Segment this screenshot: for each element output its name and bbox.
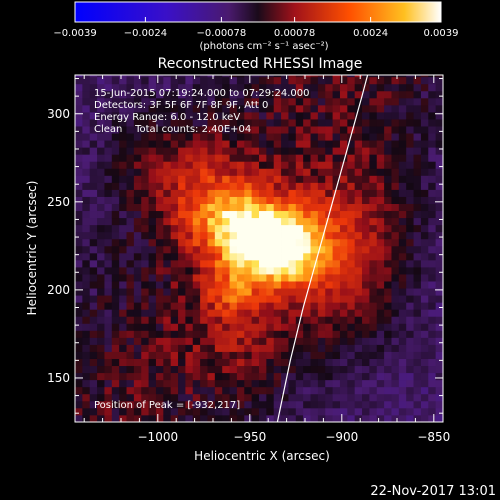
y-tick-label: 150 [47,371,70,385]
peak-position-label: Position of Peak = [-932,217] [94,400,240,411]
y-tick-label: 300 [47,107,70,121]
colorbar-unit-label: (photons cm⁻² s⁻¹ asec⁻²) [199,41,328,52]
colorbar-tick-label: −0.00078 [197,28,247,39]
chart-title: Reconstructed RHESSI Image [158,56,363,72]
footer-timestamp: 22-Nov-2017 13:01 [370,484,496,499]
colorbar-tick-label: 0.0024 [353,28,388,39]
y-tick-label: 250 [47,195,70,209]
colorbar-ticks: −0.0039 −0.0024 −0.00078 0.00078 0.0024 0.003… [53,17,459,39]
annotation-clean-counts: Clean Total counts: 2.40E+04 [94,124,251,135]
annotation-time-range: 15-Jun-2015 07:19:24.000 to 07:29:24.000 [94,88,310,99]
axis-ticks: −1000 −950 −900 −850 150 200 250 300 [47,75,450,444]
colorbar [74,1,442,23]
x-tick-label: −950 [233,430,266,444]
x-tick-label: −1000 [138,430,179,444]
solar-limb-line [276,75,369,422]
annotation-detectors: Detectors: 3F 5F 6F 7F 8F 9F, Att 0 [94,100,268,111]
colorbar-tick-label: −0.0039 [53,28,96,39]
heatmap-image [75,75,443,422]
colorbar-tick-label: 0.0039 [424,28,459,39]
colorbar-tick-label: −0.0024 [124,28,167,39]
x-axis-label: Heliocentric X (arcsec) [194,449,330,463]
annotation-energy-range: Energy Range: 6.0 - 12.0 keV [94,112,240,123]
y-tick-label: 200 [47,283,70,297]
y-axis-label: Heliocentric Y (arcsec) [25,181,39,316]
colorbar-tick-label: 0.00078 [274,28,315,39]
plot-frame [74,74,444,423]
x-tick-label: −850 [417,430,450,444]
x-tick-label: −900 [325,430,358,444]
